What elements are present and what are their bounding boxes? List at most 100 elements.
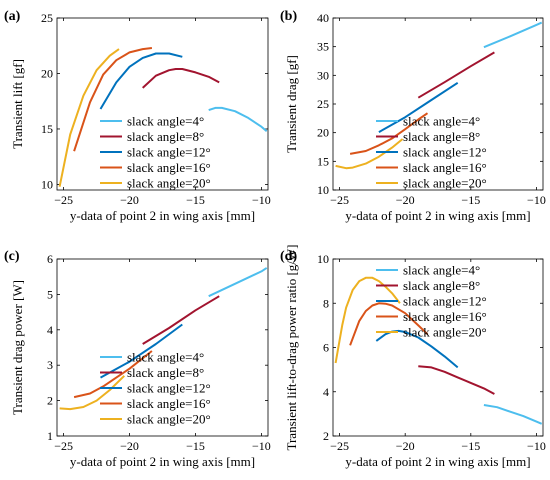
y-tick-label: 8	[323, 296, 329, 310]
y-tick-label: 3	[47, 358, 53, 372]
y-tick-label: 30	[317, 68, 329, 82]
legend-entry: slack angle=12°	[127, 381, 211, 396]
y-axis-label: Transient drag power [W]	[10, 280, 25, 415]
y-tick-label: 4	[47, 323, 53, 337]
y-tick-label: 6	[323, 341, 329, 355]
series-line-slack-16	[349, 302, 429, 346]
x-tick-label: −10	[252, 193, 271, 207]
legend: slack angle=4°slack angle=8°slack angle=…	[100, 350, 211, 427]
legend-entry: slack angle=8°	[403, 129, 480, 144]
x-tick-label: −15	[186, 439, 205, 453]
panel-label: (a)	[4, 9, 21, 24]
legend-entry: slack angle=20°	[127, 176, 211, 191]
series-line-slack-12	[99, 52, 183, 110]
x-tick-label: −25	[54, 439, 73, 453]
legend-entry: slack angle=12°	[127, 145, 211, 160]
x-tick-label: −10	[527, 193, 546, 207]
legend-entry: slack angle=16°	[127, 160, 211, 175]
y-tick-label: 20	[41, 66, 53, 80]
legend-entry: slack angle=8°	[127, 365, 204, 380]
legend-entry: slack angle=12°	[403, 294, 487, 309]
y-tick-label: 35	[317, 40, 329, 54]
legend-entry: slack angle=16°	[403, 160, 487, 175]
legend-entry: slack angle=12°	[403, 145, 487, 160]
panel-label: (c)	[4, 249, 20, 264]
panel-4: (d) −25 −20 −15 −10 2 4 6 8 10 y-data of point 2 i…	[280, 244, 546, 469]
panel-3: (c) −25 −20 −15 −10 1 2 3 4 5 6 y-data of point 2 i…	[4, 249, 271, 469]
series-line-slack-4	[208, 267, 268, 298]
x-axis-label: y-data of point 2 in wing axis [mm]	[345, 454, 530, 469]
series-line-slack-16	[73, 350, 153, 399]
axes-frame	[56, 258, 269, 437]
y-tick-label: 15	[317, 154, 329, 168]
x-tick-label: −25	[330, 439, 349, 453]
series-line-slack-20	[335, 138, 404, 170]
x-tick-label: −20	[396, 439, 415, 453]
panel-2: (b) −25 −20 −15 −10 10 15 20 25 30 35 40 y-data of p…	[280, 9, 546, 223]
legend-entry: slack angle=4°	[127, 350, 204, 365]
x-tick-label: −25	[330, 193, 349, 207]
y-tick-label: 10	[317, 252, 329, 266]
series-line-slack-16	[73, 47, 153, 152]
legend: slack angle=4°slack angle=8°slack angle=…	[100, 114, 211, 191]
series-line-slack-20	[334, 276, 401, 364]
legend-entry: slack angle=8°	[403, 278, 480, 293]
legend-entry: slack angle=4°	[403, 114, 480, 129]
x-axis-label: y-data of point 2 in wing axis [mm]	[70, 208, 255, 223]
y-tick-label: 25	[317, 97, 329, 111]
panel-label: (b)	[280, 9, 297, 24]
legend-entry: slack angle=20°	[127, 412, 211, 427]
series-line-slack-20	[58, 48, 120, 187]
series-line-slack-8	[142, 68, 220, 89]
y-tick-label: 10	[317, 183, 329, 197]
series-line-slack-12	[100, 323, 183, 379]
x-tick-label: −15	[461, 193, 480, 207]
legend-entry: slack angle=20°	[403, 176, 487, 191]
y-axis-label: Transient lift-to-drag power ratio [g/W]	[284, 244, 299, 450]
legend: slack angle=4°slack angle=8°slack angle=…	[376, 114, 487, 191]
panel-label: (d)	[280, 249, 297, 264]
x-tick-label: −25	[54, 193, 73, 207]
y-tick-label: 2	[47, 394, 53, 408]
y-tick-label: 40	[317, 11, 329, 25]
x-axis-label: y-data of point 2 in wing axis [mm]	[345, 208, 530, 223]
x-tick-label: −10	[527, 439, 546, 453]
legend-entry: slack angle=4°	[403, 263, 480, 278]
y-axis-label: Transient lift [gf]	[10, 59, 25, 149]
y-tick-label: 20	[317, 126, 329, 140]
x-tick-label: −15	[461, 439, 480, 453]
x-tick-label: −10	[252, 439, 271, 453]
y-tick-label: 15	[41, 122, 53, 136]
legend-entry: slack angle=20°	[403, 325, 487, 340]
series-line-slack-8	[417, 51, 495, 99]
series-line-slack-8	[142, 295, 220, 345]
y-tick-label: 10	[41, 177, 53, 191]
y-tick-label: 6	[47, 252, 53, 266]
series-line-slack-12	[375, 329, 459, 369]
series-line-slack-4	[483, 404, 543, 425]
axes-frame	[56, 17, 269, 191]
series-line-slack-4	[483, 21, 543, 49]
x-tick-label: −20	[120, 193, 139, 207]
x-axis-label: y-data of point 2 in wing axis [mm]	[70, 454, 255, 469]
y-tick-label: 5	[47, 287, 53, 301]
legend-entry: slack angle=16°	[127, 396, 211, 411]
y-axis-label: Transient drag [gf]	[284, 55, 299, 153]
series-line-slack-8	[418, 365, 495, 395]
legend-entry: slack angle=16°	[403, 309, 487, 324]
legend-entry: slack angle=4°	[127, 114, 204, 129]
x-tick-label: −20	[396, 193, 415, 207]
y-tick-label: 2	[323, 429, 329, 443]
legend: slack angle=4°slack angle=8°slack angle=…	[376, 263, 487, 340]
legend-entry: slack angle=8°	[127, 129, 204, 144]
y-tick-label: 1	[47, 429, 53, 443]
x-tick-label: −15	[186, 193, 205, 207]
series-line-slack-4	[208, 106, 268, 132]
series-line-slack-12	[378, 81, 459, 133]
panel-1: (a) −25 −20 −15 −10 10 15 20 25 y-data of point 2…	[4, 9, 271, 223]
series-line-slack-16	[349, 112, 429, 155]
y-tick-label: 25	[41, 11, 53, 25]
x-tick-label: −20	[120, 439, 139, 453]
y-tick-label: 4	[323, 385, 329, 399]
